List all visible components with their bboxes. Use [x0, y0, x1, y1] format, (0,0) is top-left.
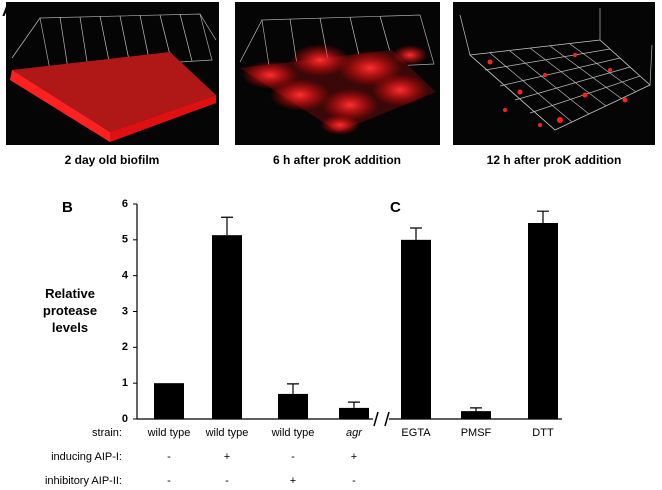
- bar: [461, 411, 491, 419]
- condition-value: -: [291, 451, 295, 463]
- row-label: inducing AIP-I:: [51, 451, 122, 463]
- y-tick-label: 3: [122, 305, 128, 317]
- x-tick-label: EGTA: [401, 427, 431, 439]
- micrograph: [235, 2, 440, 145]
- image-caption: 6 h after proK addition: [273, 153, 401, 167]
- y-tick-label: 1: [122, 377, 128, 389]
- y-tick-label: 6: [122, 198, 128, 210]
- panel-label: C: [390, 199, 401, 216]
- condition-value: -: [167, 451, 171, 463]
- axis-break: [384, 411, 390, 427]
- micrograph: [6, 2, 219, 145]
- x-tick-label: wild type: [271, 427, 315, 439]
- error-bar: [410, 227, 422, 240]
- image-caption: 12 h after proK addition: [487, 153, 622, 167]
- error-bar: [221, 216, 233, 236]
- x-tick-label: wild type: [147, 427, 191, 439]
- micrograph: [453, 2, 655, 145]
- bar: [401, 239, 431, 419]
- x-tick-label: wild type: [205, 427, 249, 439]
- error-bar: [287, 383, 299, 394]
- image-caption: 2 day old biofilm: [65, 153, 160, 167]
- error-bar: [470, 407, 482, 412]
- x-tick-label: DTT: [532, 427, 554, 439]
- y-tick-label: 4: [122, 270, 129, 282]
- x-tick-label: agr: [346, 427, 363, 439]
- condition-value: +: [351, 451, 357, 463]
- row-label: inhibitory AIP-II:: [45, 475, 122, 487]
- bar: [528, 222, 558, 419]
- bar: [339, 407, 369, 419]
- bar: [278, 393, 308, 419]
- axis-break: [373, 411, 379, 427]
- error-bar: [348, 401, 360, 408]
- x-tick-label: PMSF: [461, 427, 492, 439]
- condition-value: -: [352, 475, 356, 487]
- condition-value: -: [167, 475, 171, 487]
- bar: [212, 235, 242, 419]
- condition-value: +: [290, 475, 296, 487]
- bar: [154, 383, 184, 419]
- y-tick-label: 2: [122, 341, 128, 353]
- y-axis-label: Relative protease levels: [42, 286, 98, 335]
- y-tick-label: 0: [122, 413, 128, 425]
- y-tick-label: 5: [122, 234, 128, 246]
- condition-value: +: [224, 451, 230, 463]
- panel-label: B: [62, 199, 73, 216]
- row-label: strain:: [92, 427, 122, 439]
- error-bar: [537, 210, 549, 223]
- condition-value: -: [225, 475, 229, 487]
